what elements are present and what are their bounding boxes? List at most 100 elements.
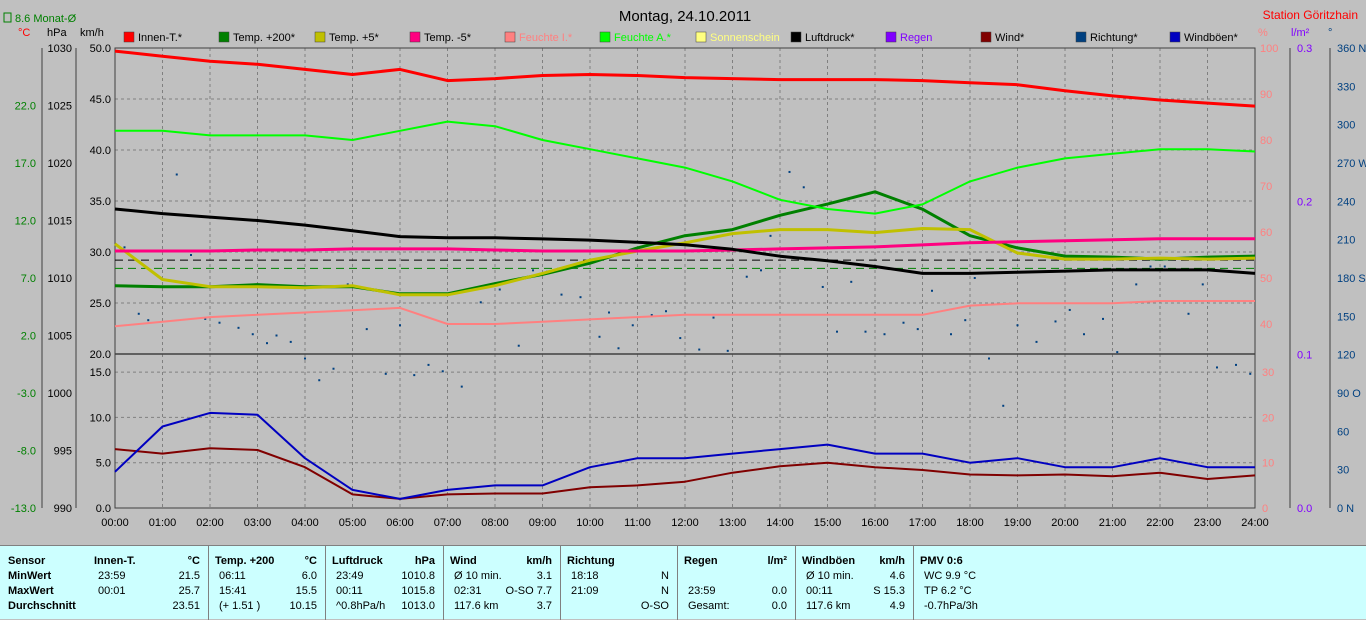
wind-tick-label: 15.0 (90, 367, 111, 379)
humidity-tick-label: 70 (1260, 181, 1272, 193)
pressure-tick-label: 1015 (48, 216, 72, 228)
stats-cell-value: 4.9 (889, 600, 905, 612)
direction-point (1116, 351, 1119, 354)
direction-point (836, 330, 838, 333)
stats-cell-value: S 15.3 (873, 585, 905, 597)
upper-tick-label: 25.0 (90, 298, 111, 310)
direction-point (441, 370, 444, 373)
stats-column: Richtung 18:18 N 21:09 N O-SO (560, 546, 677, 620)
wind-tick-label: 0.0 (96, 503, 111, 515)
stats-cell-value: 21.5 (178, 570, 200, 582)
legend-swatch (123, 31, 135, 43)
direction-point (137, 312, 140, 315)
x-tick-label: 08:00 (481, 517, 509, 529)
row-label-sensor: Sensor (8, 555, 46, 567)
stats-column: Wind km/h Ø 10 min. 3.1 02:31 O-SO 7.7 117.6 k… (443, 546, 560, 620)
direction-point (665, 310, 667, 313)
direction-tick-label: 210 (1337, 235, 1355, 247)
stats-column-name: Wind (450, 555, 477, 567)
legend-swatch (885, 31, 897, 43)
direction-point (560, 293, 563, 296)
direction-point (218, 321, 221, 324)
direction-point (931, 289, 933, 292)
pressure-tick-label: 1030 (48, 43, 72, 55)
temp-tick-label: -13.0 (11, 503, 36, 515)
direction-point (726, 349, 729, 352)
direction-point (650, 314, 653, 317)
direction-point (1054, 320, 1057, 323)
direction-point (413, 374, 416, 377)
humidity-lower-tick-label: 20 (1262, 412, 1274, 424)
direction-point (631, 324, 634, 327)
x-tick-label: 23:00 (1194, 517, 1222, 529)
legend-label: Feuchte A.* (614, 32, 672, 44)
upper-tick-label: 50.0 (90, 43, 111, 55)
stats-cell-value: 6.0 (301, 570, 317, 582)
direction-point (916, 328, 919, 331)
station-name: Station Göritzhain (1263, 8, 1358, 22)
direction-point (1068, 308, 1071, 311)
direction-point (698, 348, 701, 351)
series-line-innen-t- (114, 49, 1256, 108)
direction-tick-label: 270 W (1337, 158, 1366, 170)
direction-point (427, 363, 430, 366)
temp-tick-label: 12.0 (15, 216, 36, 228)
stats-cell-time: 117.6 km (806, 600, 851, 612)
wind-tick-label: 5.0 (96, 458, 111, 470)
stats-cell-time: WC 9.9 °C (924, 570, 977, 582)
stats-cell-time: 18:18 (571, 570, 599, 582)
direction-unit-label: ° (1328, 27, 1332, 39)
direction-tick-label: 330 (1337, 81, 1355, 93)
direction-point (1149, 265, 1152, 268)
x-tick-label: 19:00 (1004, 517, 1032, 529)
stats-cell-time: 23:59 (688, 585, 716, 597)
stats-cell-value: O-SO 7.7 (505, 585, 552, 597)
direction-tick-label: 60 (1337, 426, 1349, 438)
stats-cell-time: 117.6 km (454, 600, 499, 612)
direction-point (1187, 312, 1190, 315)
x-tick-label: 09:00 (529, 517, 557, 529)
direction-point (973, 277, 976, 279)
direction-point (251, 333, 254, 336)
legend-label: Sonnenschein (710, 32, 780, 44)
wind-unit-label: km/h (80, 27, 104, 39)
stats-cell-value: 0.0 (771, 585, 787, 597)
row-label-min: MinWert (8, 570, 52, 582)
x-tick-label: 18:00 (956, 517, 984, 529)
upper-tick-label: 35.0 (90, 196, 111, 208)
direction-point (399, 324, 401, 327)
rain-unit-label: l/m² (1291, 27, 1310, 39)
stats-cell-time: Ø 10 min. (454, 570, 502, 582)
series-line-feuchte-i- (114, 300, 1255, 328)
stats-cell-time: 00:11 (806, 585, 833, 597)
x-tick-label: 13:00 (719, 517, 747, 529)
direction-point (745, 275, 748, 278)
direction-point (1016, 324, 1019, 327)
stats-column-name: Luftdruck (332, 555, 383, 567)
stats-column-name: Innen-T. (94, 555, 136, 567)
stats-column-unit: °C (187, 555, 200, 567)
stats-cell-value: 4.6 (889, 570, 905, 582)
direction-point (864, 330, 867, 333)
direction-tick-label: 240 (1337, 196, 1355, 208)
humidity-tick-label: 90 (1260, 89, 1272, 101)
stats-cell-time: 00:01 (98, 585, 126, 597)
direction-point (123, 246, 126, 249)
stats-cell-time: 06:11 (219, 570, 246, 582)
direction-point (598, 335, 601, 338)
x-tick-label: 12:00 (671, 517, 699, 529)
legend-swatch (314, 31, 326, 43)
legend-label: Luftdruck* (805, 32, 855, 44)
direction-tick-label: 0 N (1337, 503, 1354, 515)
direction-point (498, 288, 501, 291)
stats-cell-time: 00:11 (336, 585, 363, 597)
legend-swatch (980, 31, 992, 43)
direction-point (579, 296, 582, 299)
stats-cell-value: 25.7 (178, 585, 200, 597)
rain-tick-label: 0.0 (1297, 503, 1312, 515)
stats-cell-time: ^0.8hPa/h (336, 600, 386, 612)
legend-label: Temp. -5* (424, 32, 472, 44)
x-tick-label: 14:00 (766, 517, 794, 529)
temp-tick-label: 2.0 (21, 331, 36, 343)
stats-column: Regen l/m² 23:59 0.0 Gesamt: 0.0 (677, 546, 795, 620)
